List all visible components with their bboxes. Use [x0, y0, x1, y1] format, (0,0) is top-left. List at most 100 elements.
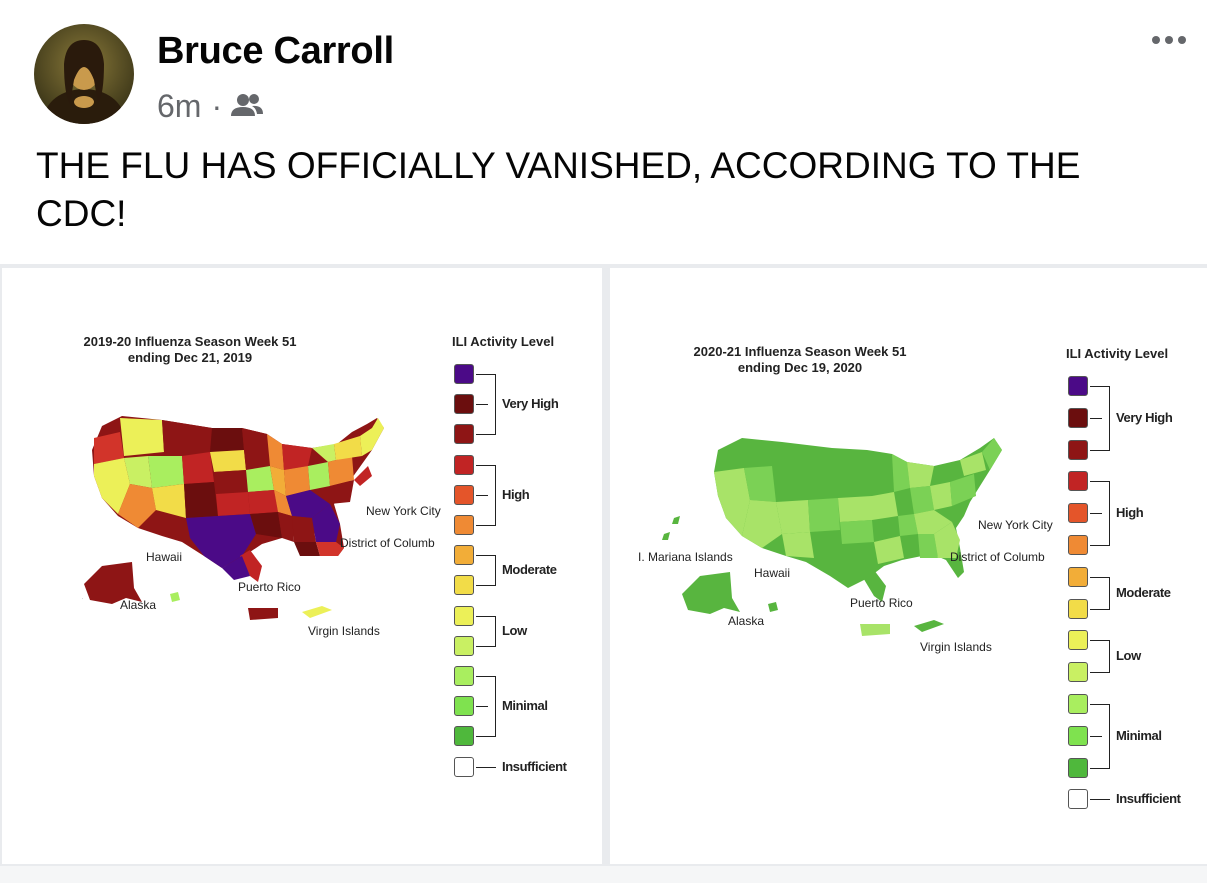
map-title-line2: ending Dec 19, 2020	[737, 360, 863, 375]
legend-level-label: Minimal	[502, 698, 548, 714]
legend-tick	[1090, 704, 1102, 705]
avatar-image	[34, 24, 134, 124]
legend-level-label: Insufficient	[1116, 791, 1181, 807]
label-nyc: New York City	[366, 504, 441, 518]
legend-swatch	[454, 605, 474, 626]
legend-tick	[1090, 513, 1102, 515]
legend-bracket	[487, 615, 496, 647]
post-text: THE FLU HAS OFFICIALLY VANISHED, ACCORDI…	[36, 145, 1081, 234]
legend-bracket	[1101, 704, 1110, 769]
legend-tick	[1090, 608, 1102, 610]
post-timestamp[interactable]: 6m	[157, 88, 202, 124]
legend-swatch	[454, 364, 474, 384]
legend-level-label: High	[502, 486, 530, 502]
legend-tick	[1090, 672, 1102, 674]
map-title-line1: 2020-21 Influenza Season Week 51	[693, 344, 907, 359]
post-meta: 6m ·	[157, 88, 264, 125]
legend-swatch	[1068, 662, 1088, 683]
legend-swatch	[1068, 630, 1088, 651]
more-icon	[1152, 36, 1186, 44]
legend-swatch	[454, 424, 474, 445]
label-virgin-islands: Virgin Islands	[308, 624, 380, 638]
legend-swatch	[454, 666, 474, 686]
legend-swatch	[1068, 694, 1088, 714]
post-author[interactable]: Bruce Carroll	[157, 30, 394, 72]
legend-swatch	[454, 756, 474, 777]
legend-tick	[476, 525, 488, 526]
legend-tick	[1090, 449, 1102, 451]
label-mariana-islands: I. Mariana Islands	[638, 550, 733, 564]
more-options-button[interactable]	[1148, 30, 1190, 50]
legend-level-label: Moderate	[1116, 584, 1171, 600]
label-virgin-islands: Virgin Islands	[920, 640, 992, 654]
legend-swatch	[1068, 598, 1088, 619]
legend-title: ILI Activity Level	[1066, 346, 1169, 361]
legend-level-label: Minimal	[1116, 727, 1162, 743]
legend-swatch	[1068, 725, 1088, 746]
legend-tick	[476, 736, 488, 738]
legend-swatch	[1068, 789, 1088, 810]
alaska-map	[682, 572, 778, 614]
legend-swatch	[1068, 535, 1088, 555]
legend-tick	[1090, 799, 1110, 801]
mariana-map	[662, 516, 680, 540]
legend-tick	[1090, 640, 1102, 642]
legend-level-label: Very High	[502, 396, 559, 412]
legend-swatch	[1068, 503, 1088, 524]
legend-tick	[1090, 735, 1102, 737]
legend-bracket	[1101, 640, 1110, 674]
legend-swatch	[1068, 471, 1088, 492]
legend-level-label: Insufficient	[502, 758, 567, 774]
label-hawaii: Hawaii	[754, 566, 791, 580]
label-alaska: Alaska	[728, 614, 765, 628]
legend-swatch	[454, 484, 474, 505]
legend-level-label: Low	[1116, 648, 1141, 664]
legend-tick	[1090, 417, 1102, 419]
us-flu-map	[92, 416, 384, 582]
legend-swatch	[454, 696, 474, 717]
islands-map	[248, 606, 332, 620]
legend-swatch	[1068, 566, 1088, 587]
legend-swatch	[454, 575, 474, 596]
legend-tick	[476, 374, 488, 375]
legend-level-label: Very High	[1116, 409, 1173, 425]
legend-swatch	[454, 726, 474, 747]
islands-map	[860, 620, 944, 636]
map-title-line1: 2019-20 Influenza Season Week 51	[83, 334, 297, 349]
us-flu-map	[714, 438, 1002, 602]
image-2019[interactable]: 2019-20 Influenza Season Week 51 ending …	[2, 268, 602, 864]
image-2020[interactable]: 2020-21 Influenza Season Week 51 ending …	[610, 268, 1207, 864]
map-title: 2020-21 Influenza Season Week 51 ending …	[672, 344, 928, 376]
legend-tick	[1090, 545, 1102, 546]
legend-tick	[476, 615, 488, 617]
legend-swatch	[1068, 376, 1088, 396]
avatar[interactable]	[34, 24, 134, 124]
legend-tick	[476, 766, 496, 768]
legend-swatch	[454, 394, 474, 415]
legend-swatch	[1068, 757, 1088, 778]
meta-separator: ·	[211, 88, 223, 124]
alaska-map	[82, 562, 180, 604]
legend-tick	[476, 464, 488, 466]
label-puerto-rico: Puerto Rico	[850, 596, 913, 610]
label-hawaii: Hawaii	[146, 550, 183, 564]
map-title: 2019-20 Influenza Season Week 51 ending …	[62, 334, 318, 366]
legend-level-label: Moderate	[502, 562, 557, 578]
legend-bracket	[487, 374, 496, 436]
legend-level-label: Low	[502, 622, 527, 638]
legend-tick	[1090, 576, 1102, 578]
legend-bracket	[487, 676, 496, 738]
legend-title: ILI Activity Level	[452, 334, 555, 349]
label-puerto-rico: Puerto Rico	[238, 580, 301, 594]
map-title-line2: ending Dec 21, 2019	[127, 350, 253, 365]
friends-icon[interactable]	[230, 88, 264, 125]
label-dc: District of Columb	[340, 536, 435, 550]
legend-tick	[1090, 481, 1102, 483]
label-alaska: Alaska	[120, 598, 157, 612]
legend-swatch	[454, 635, 474, 656]
legend-tick	[476, 494, 488, 496]
legend-bracket	[1101, 386, 1110, 451]
legend-swatch	[454, 454, 474, 475]
legend-tick	[476, 404, 488, 406]
legend-tick	[476, 585, 488, 587]
